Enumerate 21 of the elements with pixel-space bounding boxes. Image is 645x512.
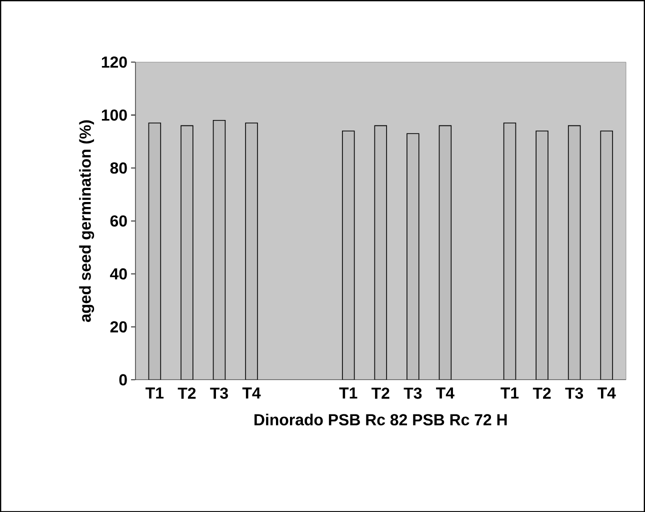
x-tick-label: T3 [565,387,584,399]
x-tick-label: T1 [146,387,164,398]
x-tick-label: T4 [597,387,616,398]
y-tick-label: 100 [102,109,127,121]
y-tick-label: 0 [119,374,127,386]
y-axis-title: aged seed germination (%) [79,120,94,322]
x-tick-label: T2 [372,387,390,399]
y-tick-label: 80 [110,162,127,174]
x-tick-label: T1 [339,387,358,398]
x-tick-label: T2 [178,387,196,399]
x-tick-label: T3 [210,387,228,399]
y-tick-label: 60 [110,215,127,226]
y-tick-label: 20 [110,321,127,332]
x-tick-label: T4 [436,387,454,398]
x-tick-label: T1 [500,387,519,398]
x-tick-label: T4 [242,387,261,398]
x-axis-title: Dinorado PSB Rc 82 PSB Rc 72 H [254,414,507,426]
x-tick-label: T2 [532,387,551,399]
y-tick-label: 40 [110,268,127,280]
x-tick-label: T3 [404,387,422,399]
y-tick-label: 120 [102,56,127,68]
